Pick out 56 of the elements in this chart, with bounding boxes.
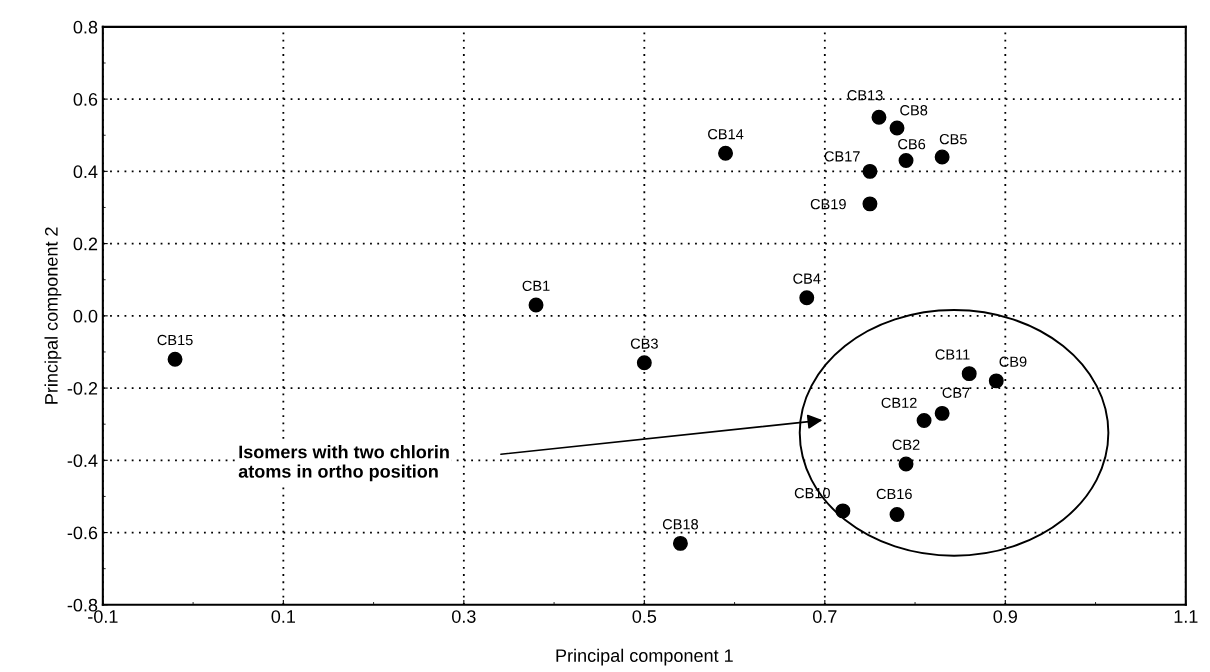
y-tick-label: -0.2 [67,382,98,395]
series-label: CB19 [810,198,846,210]
y-tick-label: 0.6 [73,93,98,106]
point [961,366,977,382]
annotation: Isomers with two chlorin atoms in ortho position [238,445,449,482]
series-label: CB4 [793,273,821,284]
point [528,297,544,313]
series-label: CB9 [999,356,1027,367]
point [862,163,878,179]
y-tick-label: 0.0 [73,309,98,323]
series-label: CB14 [708,128,744,140]
y-tick-label: 0.4 [73,165,98,179]
point [871,109,887,125]
series-label: CB12 [881,397,917,408]
point [835,503,851,519]
series-label: CB18 [662,519,699,530]
point [889,120,905,136]
series-label: CB5 [939,133,967,145]
series-label: CB7 [942,387,970,398]
x-tick-label: 0.3 [451,610,476,623]
point [934,405,950,421]
series-label: CB15 [157,334,193,346]
point [799,290,815,306]
point [898,456,914,472]
point [167,351,183,367]
point [988,373,1004,389]
series-label: CB3 [630,338,658,349]
x-tick-label: 0.5 [632,610,657,623]
point [862,196,878,212]
series-label: CB17 [824,151,860,162]
series-label: CB2 [892,439,920,450]
series-label: CB16 [876,488,912,500]
y-axis-title: Principal component 2 [44,227,62,404]
y-tick-label: -0.6 [67,526,98,540]
x-tick-label: 1.1 [1174,610,1198,623]
y-tick-label: -0.4 [67,454,98,468]
y-tick-label: 0.8 [73,20,98,34]
point [916,413,932,429]
point [718,145,734,161]
series-label: CB11 [935,349,970,360]
x-tick-label: 0.9 [993,610,1017,623]
series-label: CB8 [900,105,928,116]
point [898,153,914,168]
x-tick-label: 0.7 [812,610,837,623]
x-axis-title: Principal component 1 [556,648,733,666]
point [672,535,688,551]
y-tick-label: -0.8 [67,598,98,612]
point [934,149,950,165]
point [889,507,905,522]
x-tick-label: -0.1 [88,610,118,623]
series-label: CB13 [847,90,883,101]
x-tick-label: 0.1 [271,610,296,623]
series-label: CB1 [522,280,550,292]
y-tick-label: 0.2 [73,237,98,251]
point [636,355,652,371]
series-label: CB6 [898,138,926,150]
